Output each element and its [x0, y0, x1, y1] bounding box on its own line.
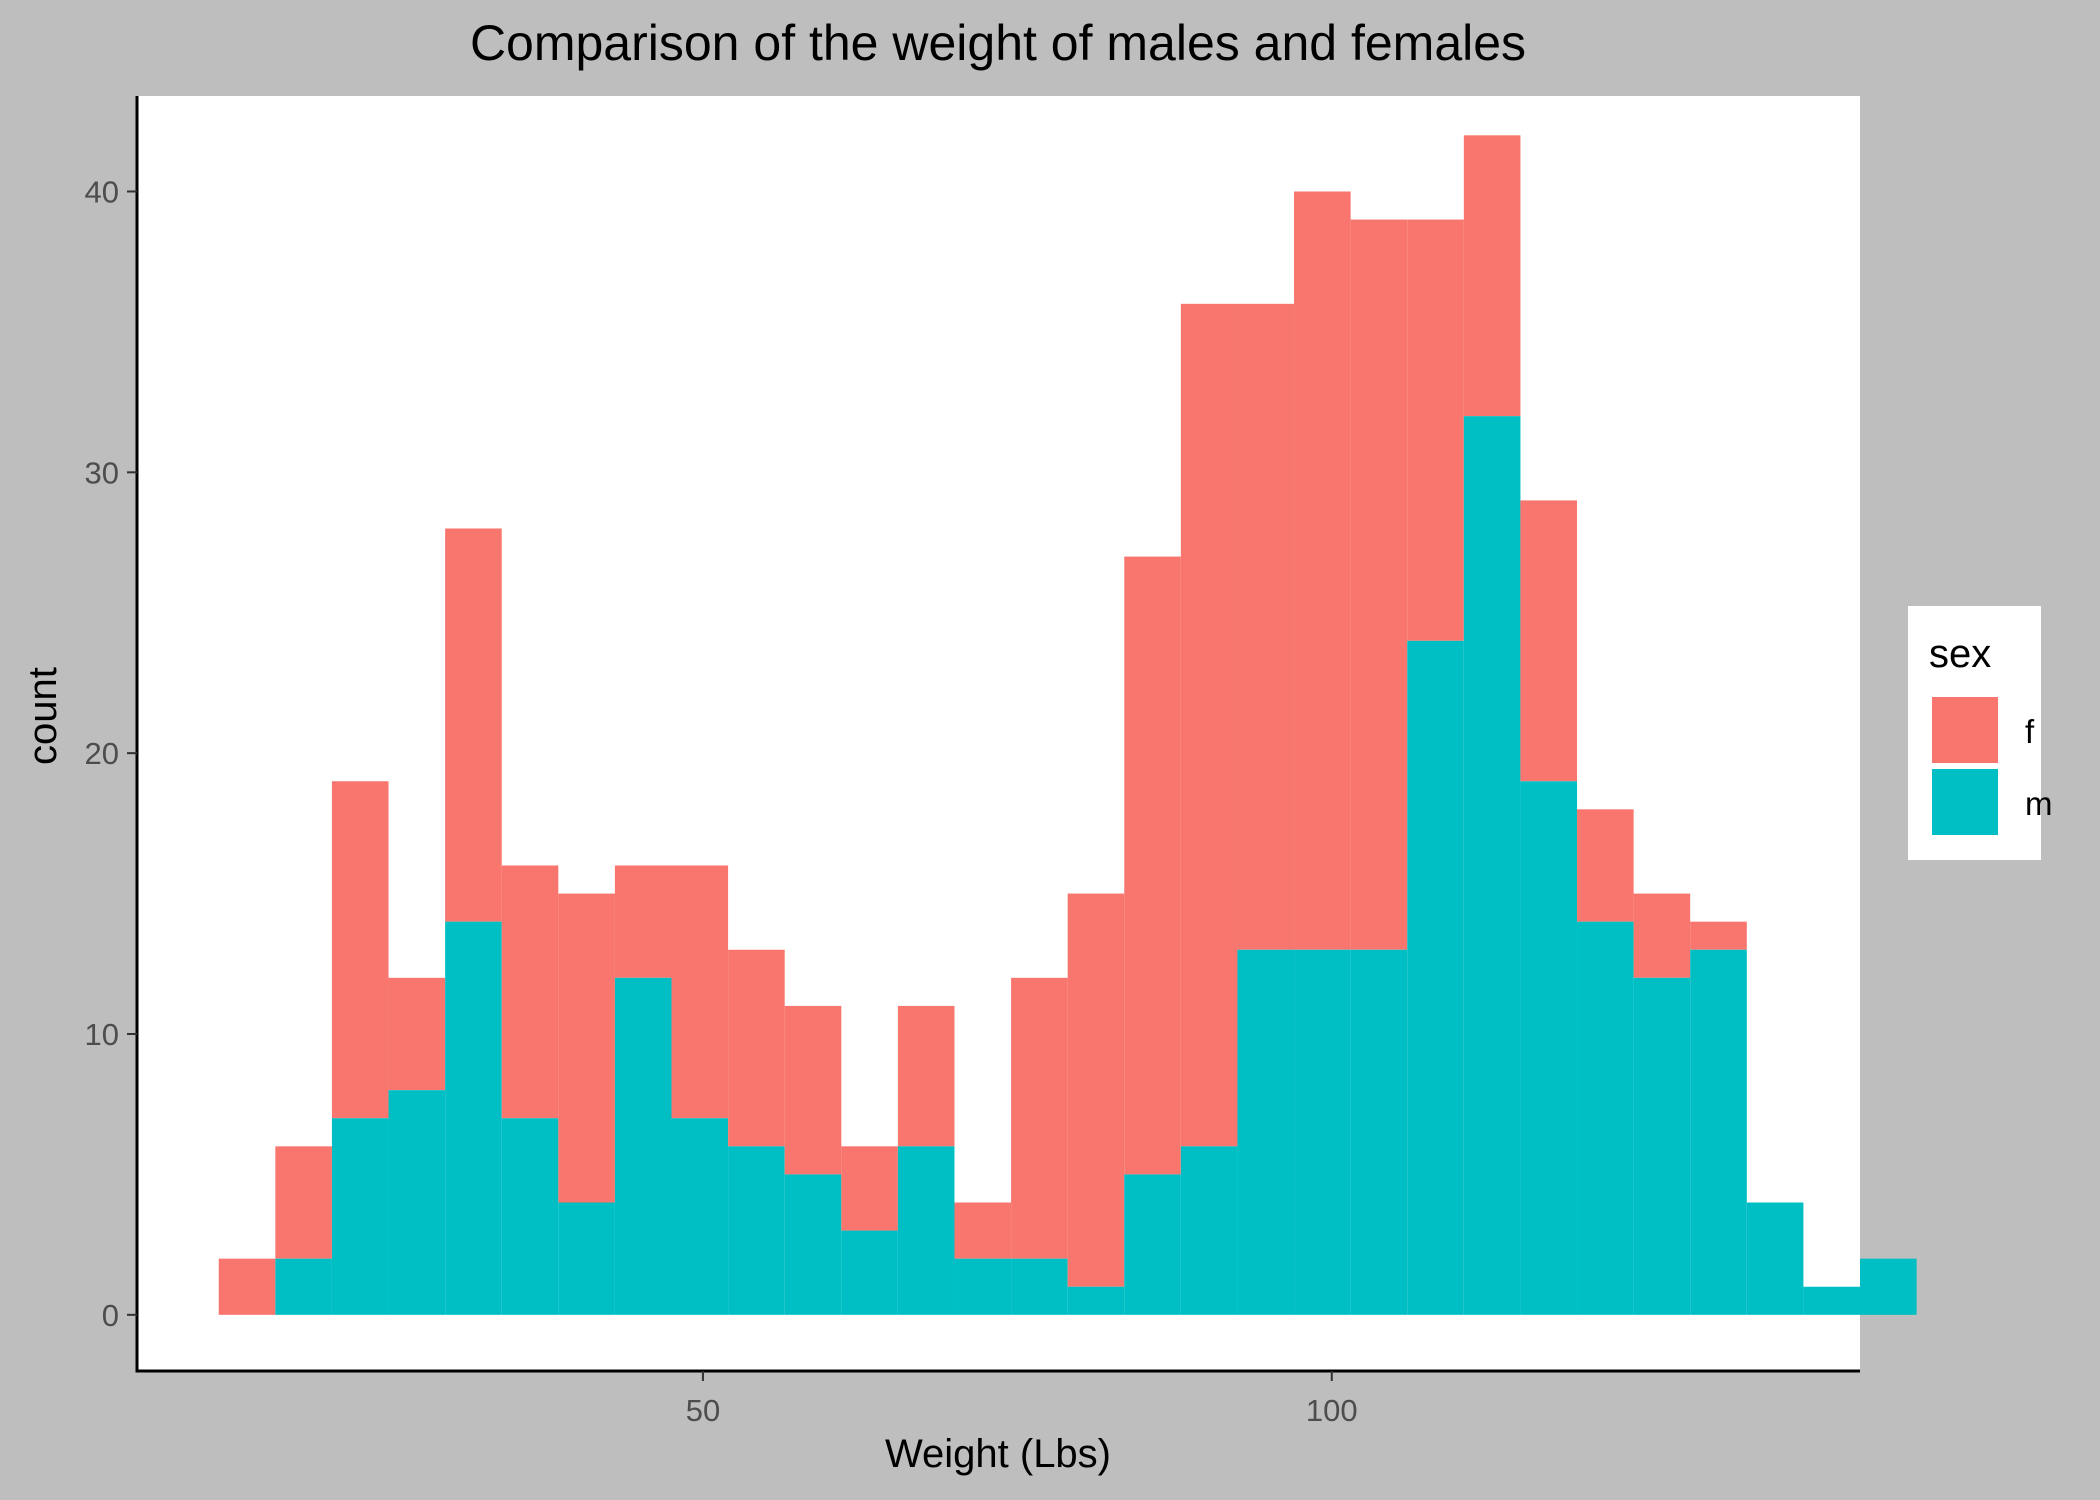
legend-label-m: m [2025, 785, 2053, 822]
bar-m-1 [275, 1258, 332, 1315]
bar-m-5 [501, 1118, 559, 1315]
bar-m-6 [558, 1202, 615, 1315]
x-tick-label-100: 100 [1306, 1393, 1358, 1428]
y-tick-label-20: 20 [85, 736, 119, 771]
bar-f-2 [331, 781, 389, 1119]
bar-f-5 [501, 865, 559, 1119]
y-axis-ticks: 0 10 20 30 40 [85, 174, 137, 1333]
bar-m-13 [954, 1258, 1012, 1315]
y-tick-label-0: 0 [102, 1298, 119, 1333]
bar-m-24 [1577, 921, 1634, 1315]
bar-f-3 [388, 977, 446, 1091]
x-axis-ticks: 50 100 [686, 1371, 1358, 1428]
bar-m-3 [388, 1090, 446, 1315]
bar-f-4 [445, 528, 502, 922]
x-tick-label-50: 50 [686, 1393, 720, 1428]
bar-m-7 [614, 977, 672, 1315]
bar-m-8 [671, 1118, 729, 1315]
bar-m-16 [1124, 1174, 1181, 1315]
bar-f-17 [1180, 303, 1238, 1147]
bar-m-14 [1011, 1258, 1068, 1315]
bar-f-13 [954, 1202, 1012, 1259]
bar-m-2 [331, 1118, 389, 1315]
bar-f-10 [784, 1005, 842, 1175]
bar-m-4 [445, 921, 502, 1315]
x-axis-title: Weight (Lbs) [885, 1432, 1111, 1476]
bar-f-24 [1577, 809, 1634, 922]
bar-m-29 [1860, 1258, 1917, 1315]
bar-f-18 [1237, 303, 1295, 950]
bar-m-26 [1690, 949, 1747, 1315]
legend-label-f: f [2025, 713, 2035, 750]
legend: sex f m [1908, 606, 2053, 860]
bar-m-23 [1520, 781, 1578, 1315]
histogram-bars [218, 135, 1917, 1315]
y-tick-label-40: 40 [85, 174, 119, 209]
bar-m-17 [1180, 1146, 1238, 1315]
legend-title: sex [1929, 632, 1991, 676]
bar-f-21 [1407, 219, 1464, 641]
bar-m-22 [1463, 416, 1521, 1315]
bar-m-19 [1294, 949, 1351, 1315]
bar-m-20 [1350, 949, 1408, 1315]
bar-f-1 [275, 1146, 332, 1259]
y-tick-label-30: 30 [85, 455, 119, 490]
bar-m-18 [1237, 949, 1295, 1315]
bar-f-0 [218, 1258, 276, 1315]
bar-m-12 [897, 1146, 955, 1315]
bar-f-14 [1011, 977, 1068, 1259]
bar-m-25 [1633, 977, 1691, 1315]
bar-f-20 [1350, 219, 1408, 950]
bar-f-26 [1690, 921, 1747, 950]
bar-f-16 [1124, 556, 1181, 1175]
bar-f-9 [728, 949, 785, 1147]
bar-f-23 [1520, 500, 1578, 782]
bar-m-27 [1746, 1202, 1804, 1315]
bar-f-8 [671, 865, 729, 1119]
bar-f-7 [614, 865, 672, 978]
y-tick-label-10: 10 [85, 1017, 119, 1052]
bar-m-28 [1803, 1286, 1860, 1315]
bar-m-11 [841, 1230, 898, 1315]
bar-f-22 [1463, 135, 1521, 417]
bar-f-12 [897, 1005, 955, 1147]
bar-f-15 [1067, 893, 1125, 1287]
bar-m-10 [784, 1174, 842, 1315]
bar-f-6 [558, 893, 615, 1203]
bar-f-11 [841, 1146, 898, 1231]
bar-f-19 [1294, 191, 1351, 950]
chart-title: Comparison of the weight of males and fe… [470, 15, 1526, 71]
bar-m-9 [728, 1146, 785, 1315]
bar-f-25 [1633, 893, 1691, 978]
bar-m-21 [1407, 640, 1464, 1315]
legend-key-f [1932, 697, 1998, 763]
y-axis-title: count [21, 667, 65, 765]
bar-m-15 [1067, 1286, 1125, 1315]
legend-key-m [1932, 769, 1998, 835]
